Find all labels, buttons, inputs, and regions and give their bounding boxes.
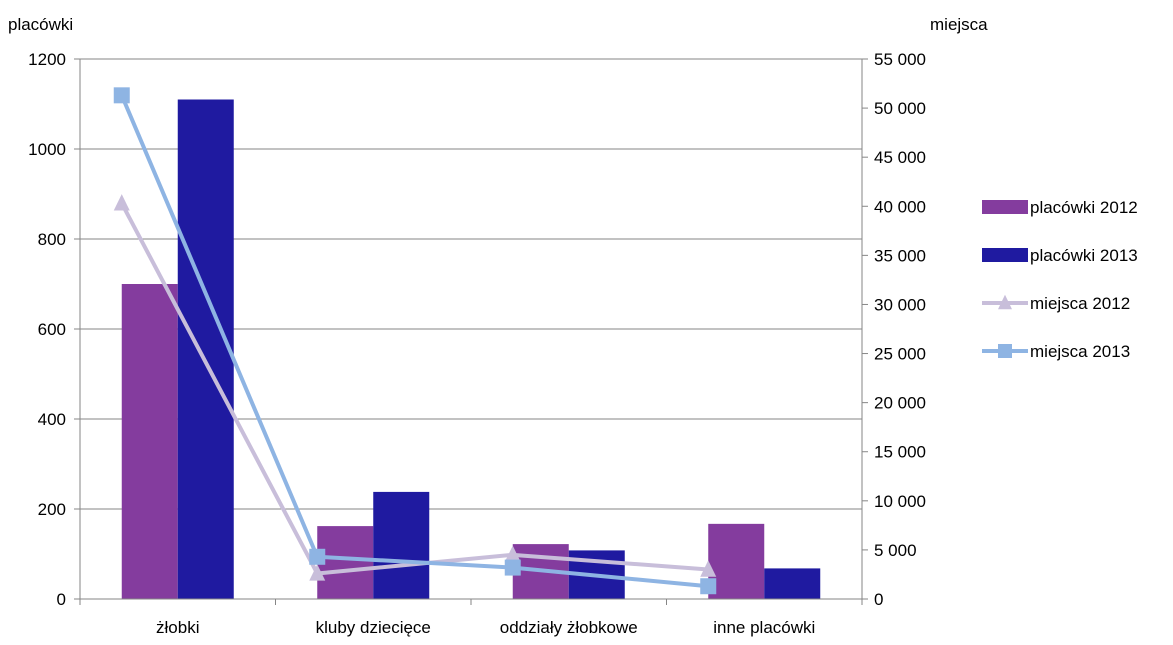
bar (708, 523, 765, 599)
line-marker (998, 294, 1012, 310)
legend-swatch (982, 248, 1028, 262)
right-tick-label: 25 000 (874, 345, 926, 364)
bar (177, 99, 234, 599)
legend-label: placówki 2012 (1030, 198, 1138, 217)
left-tick-label: 200 (38, 500, 66, 519)
left-tick-label: 800 (38, 230, 66, 249)
line-marker (998, 344, 1012, 358)
right-tick-label: 30 000 (874, 295, 926, 314)
bar (317, 526, 374, 599)
right-tick-label: 35 000 (874, 246, 926, 265)
line-marker (309, 564, 326, 581)
lines (113, 87, 717, 595)
line-marker (504, 545, 521, 563)
bar (373, 491, 430, 599)
axes (74, 58, 868, 605)
legend: placówki 2012 placówki 2013 miejsca 2012 mi… (982, 198, 1138, 361)
line-marker (504, 559, 521, 576)
left-tick-label: 600 (38, 320, 66, 339)
legend-swatch (982, 200, 1028, 214)
series-line (119, 94, 709, 589)
line-marker (113, 194, 130, 211)
right-tick-label: 5 000 (874, 541, 917, 560)
right-tick-label: 55 000 (874, 50, 926, 69)
line-marker (700, 578, 717, 595)
category-label: żłobki (156, 618, 199, 637)
legend-label: miejsca 2013 (1030, 342, 1130, 361)
right-tick-label: 20 000 (874, 394, 926, 413)
right-tick-label: 10 000 (874, 492, 926, 511)
left-tick-label: 0 (57, 590, 66, 609)
right-axis-title: miejsca (930, 15, 988, 34)
tick-labels: 0 200 400 600 800 1000 1200 0 5 000 10 000 15 000 2… (28, 50, 926, 637)
right-tick-label: 50 000 (874, 99, 926, 118)
bars (121, 99, 821, 599)
bar (121, 284, 178, 599)
left-tick-label: 1000 (28, 140, 66, 159)
bar (764, 568, 821, 599)
category-label: kluby dziecięce (316, 618, 431, 637)
right-tick-label: 40 000 (874, 197, 926, 216)
left-tick-label: 1200 (28, 50, 66, 69)
category-label: inne placówki (713, 618, 815, 637)
right-tick-label: 15 000 (874, 443, 926, 462)
right-tick-label: 0 (874, 590, 883, 609)
line-marker (309, 548, 326, 565)
line-marker (700, 560, 717, 577)
right-tick-label: 45 000 (874, 148, 926, 167)
legend-label: placówki 2013 (1030, 246, 1138, 265)
left-axis-title: placówki (8, 15, 73, 34)
left-tick-label: 400 (38, 410, 66, 429)
category-label: oddziały żłobkowe (500, 618, 638, 637)
legend-label: miejsca 2012 (1030, 294, 1130, 313)
line-marker (113, 87, 130, 104)
